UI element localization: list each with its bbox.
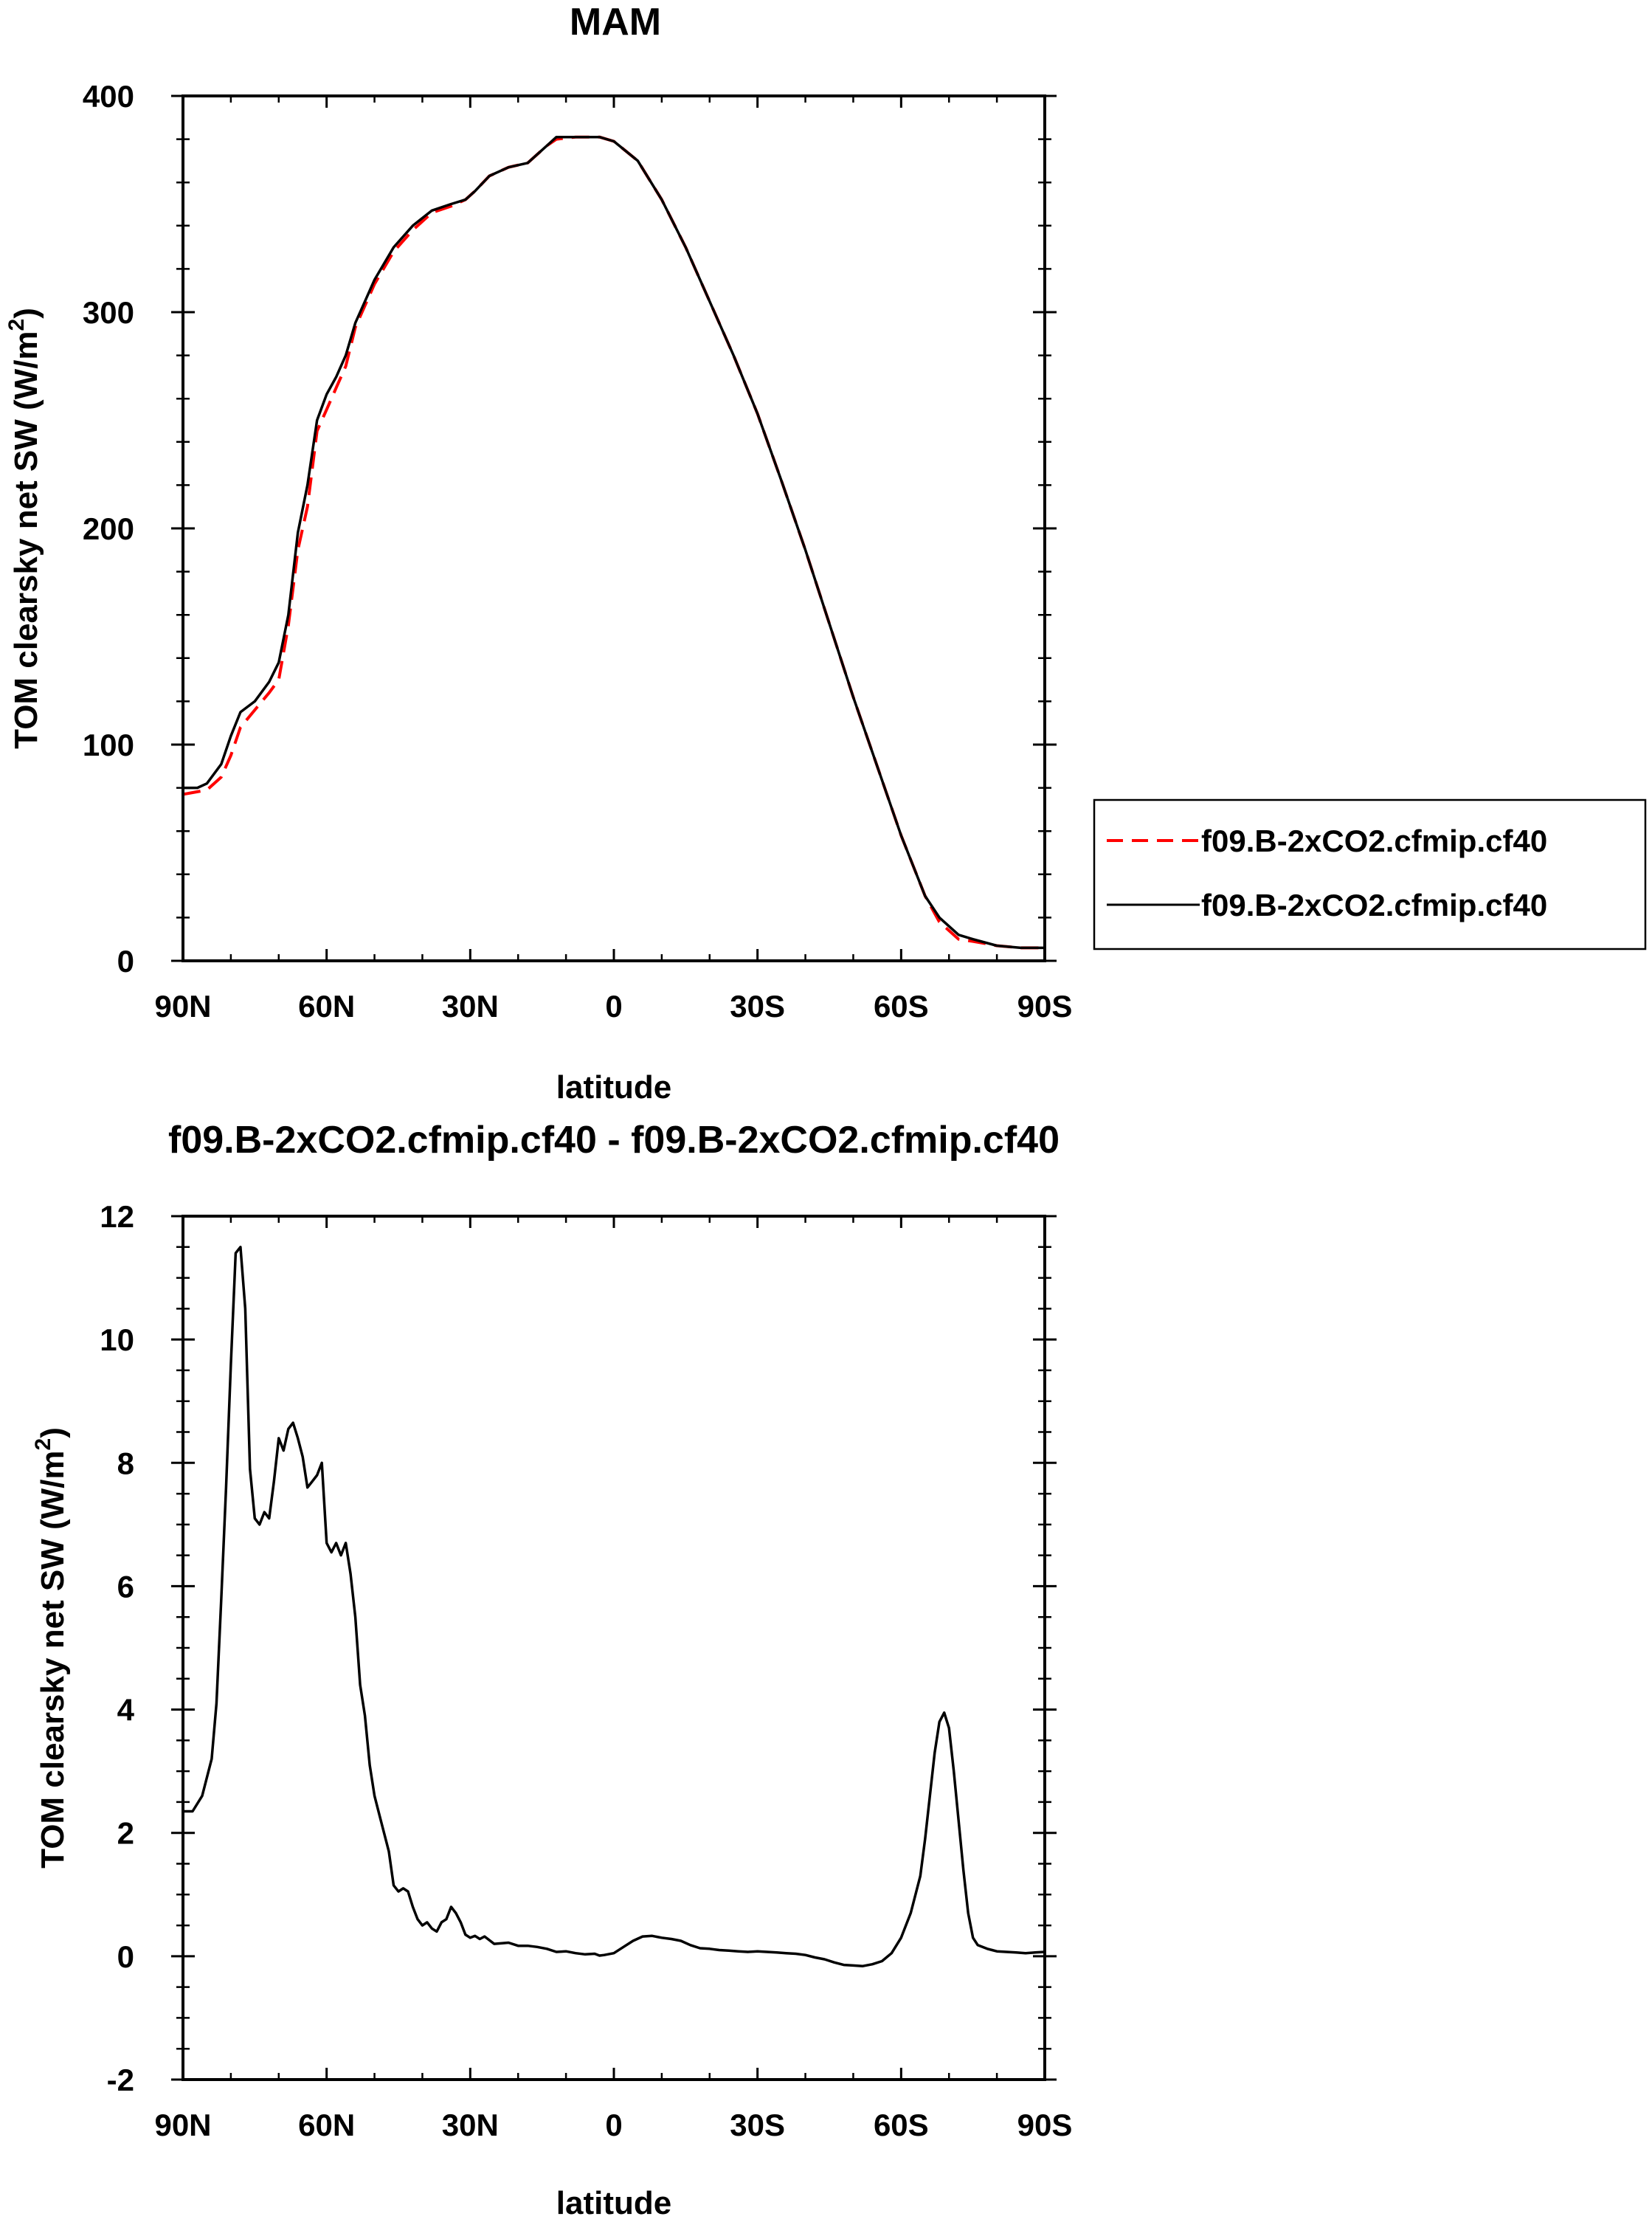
bottom-chart-ylabel: TOM clearsky net SW (W/m2) xyxy=(31,1427,71,1869)
y-tick-label: 0 xyxy=(117,944,134,979)
x-tick-label: 90N xyxy=(154,2108,211,2142)
x-tick-label: 30S xyxy=(730,989,785,1024)
y-tick-label: 300 xyxy=(83,295,134,330)
legend-label-2: f09.B-2xCO2.cfmip.cf40 xyxy=(1201,888,1547,922)
y-tick-label: 10 xyxy=(100,1322,134,1357)
legend-entry-1: f09.B-2xCO2.cfmip.cf40 xyxy=(1107,824,1547,858)
top-chart-series xyxy=(182,135,1045,950)
y-tick-label: 8 xyxy=(117,1446,134,1480)
x-tick-label: 60S xyxy=(874,2108,929,2142)
series-line-black-solid xyxy=(183,135,1045,950)
top-chart-frame xyxy=(182,94,1046,962)
y-tick-label: 0 xyxy=(117,1939,134,1974)
x-tick-label: 90N xyxy=(154,989,211,1024)
y-tick-label: 6 xyxy=(117,1569,134,1604)
top-chart-ylabel: TOM clearsky net SW (W/m2) xyxy=(4,308,44,749)
series-line-black-solid xyxy=(183,1246,1046,1967)
x-tick-label: 30S xyxy=(730,2108,785,2142)
bottom-chart-xlabel: latitude xyxy=(556,2185,671,2221)
top-chart: MAM 90N 60N 30N 0 30S 60S 90S 0 100 200 300 400 lat… xyxy=(4,1,1647,1105)
legend-label-1: f09.B-2xCO2.cfmip.cf40 xyxy=(1201,824,1547,858)
x-tick-label: 30N xyxy=(442,989,499,1024)
bottom-chart: f09.B-2xCO2.cfmip.cf40 - f09.B-2xCO2.cfm… xyxy=(31,1119,1072,2221)
x-tick-label: 60N xyxy=(298,2108,355,2142)
y-tick-label: 200 xyxy=(83,511,134,546)
y-tick-label: 2 xyxy=(117,1816,134,1851)
x-tick-label: 90S xyxy=(1017,989,1073,1024)
top-chart-legend: f09.B-2xCO2.cfmip.cf40 f09.B-2xCO2.cfmip… xyxy=(1093,798,1647,950)
legend-box xyxy=(1093,798,1647,950)
bottom-chart-frame xyxy=(182,1215,1046,2081)
top-chart-ticks: 90N 60N 30N 0 30S 60S 90S 0 100 200 300 400 xyxy=(83,79,1072,1024)
bottom-chart-series xyxy=(183,1246,1046,1967)
y-tick-label: -2 xyxy=(107,2063,134,2097)
y-tick-label: 100 xyxy=(83,728,134,762)
bottom-chart-ticks: 90N 60N 30N 0 30S 60S 90S -2 0 2 4 6 8 10 12 xyxy=(100,1199,1072,2142)
x-tick-label: 90S xyxy=(1017,2108,1073,2142)
top-chart-title: MAM xyxy=(570,1,661,44)
x-tick-label: 60N xyxy=(298,989,355,1024)
legend-entry-2: f09.B-2xCO2.cfmip.cf40 xyxy=(1107,888,1547,922)
y-tick-label: 4 xyxy=(117,1693,135,1728)
x-tick-label: 60S xyxy=(874,989,929,1024)
bottom-chart-title: f09.B-2xCO2.cfmip.cf40 - f09.B-2xCO2.cfm… xyxy=(168,1119,1060,1162)
x-tick-label: 0 xyxy=(605,989,622,1024)
x-tick-label: 30N xyxy=(442,2108,499,2142)
top-chart-xlabel: latitude xyxy=(556,1069,671,1105)
y-tick-label: 12 xyxy=(100,1199,134,1234)
series-line-red-dashed xyxy=(182,135,1045,950)
x-tick-label: 0 xyxy=(605,2108,622,2142)
y-tick-label: 400 xyxy=(83,79,134,114)
